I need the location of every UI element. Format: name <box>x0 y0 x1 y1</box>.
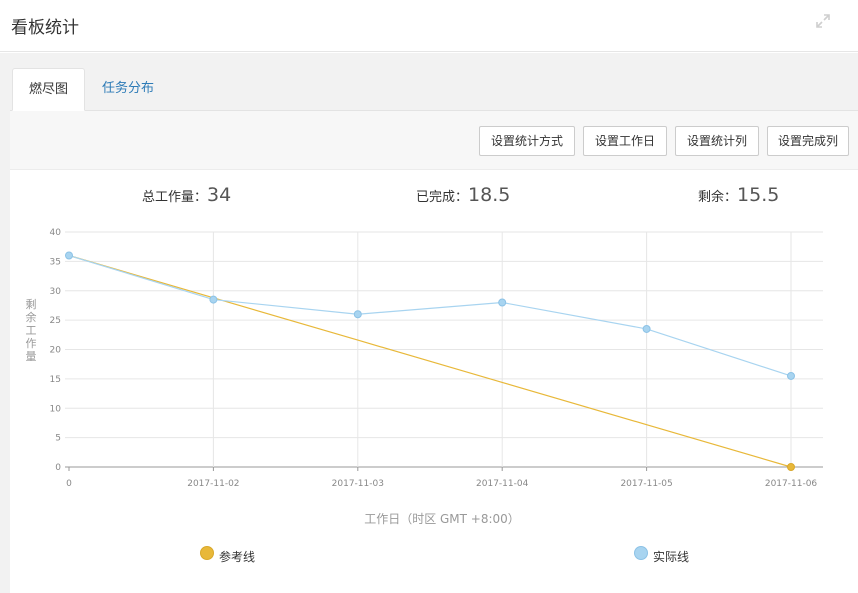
tab-bar: 燃尽图 任务分布 <box>10 68 858 111</box>
y-axis-title-char: 工 <box>26 324 37 337</box>
legend-reference-label: 参考线 <box>219 550 256 564</box>
tab-task-distribution[interactable]: 任务分布 <box>102 81 155 96</box>
set-stat-column-button[interactable]: 设置统计列 <box>675 126 759 156</box>
x-tick-label: 2017-11-06 <box>765 479 818 489</box>
stat-done: 已完成：18.5 <box>416 184 510 206</box>
y-tick-label: 25 <box>50 316 61 326</box>
series-line-reference <box>68 254 792 468</box>
y-axis-title-char: 量 <box>26 350 37 363</box>
x-tick-label: 2017-11-05 <box>620 479 672 489</box>
data-point-actual <box>353 310 362 319</box>
stat-done-label: 已完成： <box>416 190 469 205</box>
data-point-actual <box>642 324 651 333</box>
data-point-actual <box>65 251 73 260</box>
x-tick-label: 2017-11-02 <box>187 479 239 489</box>
y-tick-label: 0 <box>55 463 61 473</box>
stat-total: 总工作量：34 <box>142 184 231 206</box>
data-point-actual <box>209 295 218 304</box>
y-tick-label: 40 <box>50 228 62 238</box>
y-tick-label: 5 <box>55 434 61 444</box>
y-tick-label: 10 <box>50 404 62 414</box>
toolbar: 设置统计方式 设置工作日 设置统计列 设置完成列 <box>10 111 858 170</box>
y-tick-label: 30 <box>50 287 62 297</box>
stat-done-value: 18.5 <box>468 184 511 206</box>
y-axis-title-char: 剩 <box>26 298 37 311</box>
data-point-reference <box>787 463 795 471</box>
expand-icon[interactable] <box>814 12 832 30</box>
y-tick-label: 15 <box>50 375 61 385</box>
stat-total-label: 总工作量： <box>142 190 208 205</box>
y-axis-title-char: 余 <box>26 310 37 324</box>
legend-reference-marker <box>200 546 214 560</box>
stat-remain-value: 15.5 <box>737 184 780 206</box>
data-point-actual <box>787 371 795 380</box>
x-tick-label: 2017-11-04 <box>476 479 529 489</box>
legend-actual-marker <box>634 546 648 560</box>
y-axis-title-char: 作 <box>26 337 37 350</box>
tab-burndown[interactable]: 燃尽图 <box>12 68 85 111</box>
set-done-column-button[interactable]: 设置完成列 <box>767 126 849 156</box>
data-point-actual <box>498 298 507 307</box>
stat-total-value: 34 <box>207 184 232 206</box>
header-bar: 看板统计 <box>0 0 858 52</box>
y-tick-label: 20 <box>50 346 62 356</box>
series-line-actual <box>68 254 792 377</box>
x-tick-label: 0 <box>66 479 72 489</box>
page-title: 看板统计 <box>11 18 79 38</box>
y-tick-label: 35 <box>50 257 61 267</box>
x-axis-title: 工作日（时区 GMT +8:00） <box>364 512 520 526</box>
set-workday-button[interactable]: 设置工作日 <box>583 126 667 156</box>
stat-remain-label: 剩余： <box>698 190 738 205</box>
stat-remain: 剩余：15.5 <box>698 184 779 206</box>
set-stat-method-button[interactable]: 设置统计方式 <box>479 126 575 156</box>
x-tick-label: 2017-11-03 <box>332 479 384 489</box>
legend-actual-label: 实际线 <box>653 550 690 564</box>
